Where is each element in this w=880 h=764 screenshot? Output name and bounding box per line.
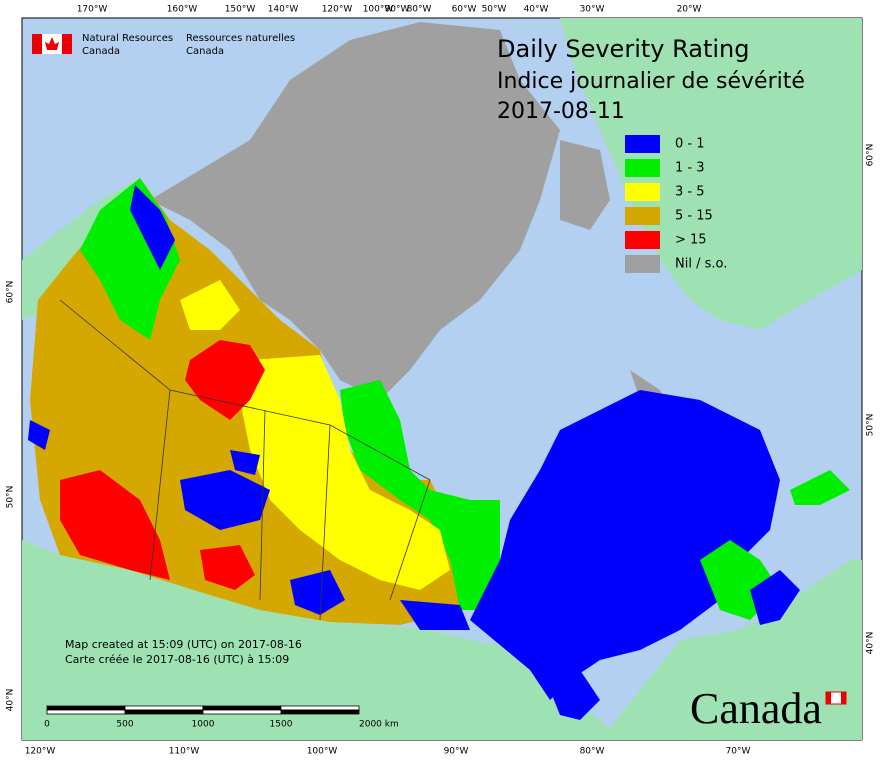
scale-bar-segment bbox=[202, 709, 282, 715]
legend-label: > 15 bbox=[675, 233, 707, 248]
flag-bar bbox=[826, 692, 831, 704]
longitude-label: 60°W bbox=[452, 5, 477, 15]
legend-swatch bbox=[625, 231, 660, 249]
flag-bar bbox=[841, 692, 846, 704]
scale-bar-label: 1000 bbox=[192, 720, 215, 730]
scale-bar-segment bbox=[46, 709, 126, 715]
org-name-fr: Ressources naturelles bbox=[186, 33, 295, 44]
longitude-label: 90°W bbox=[385, 5, 410, 15]
scale-bar-segment bbox=[202, 705, 282, 711]
severity-region bbox=[130, 185, 175, 270]
legend-label: 1 - 3 bbox=[675, 161, 705, 176]
severity-region bbox=[290, 570, 345, 615]
longitude-label: 170°W bbox=[77, 5, 108, 15]
longitude-label: 80°W bbox=[407, 5, 432, 15]
longitude-label: 30°W bbox=[580, 5, 605, 15]
latitude-label: 50°N bbox=[6, 486, 16, 509]
severity-region bbox=[185, 340, 265, 420]
severity-region bbox=[550, 670, 600, 720]
scale-bar-label: 0 bbox=[44, 720, 50, 730]
longitude-label: 20°W bbox=[677, 5, 702, 15]
legend-label: Nil / s.o. bbox=[675, 257, 727, 272]
org-name-en: Natural Resources bbox=[82, 33, 173, 44]
severity-region bbox=[180, 280, 240, 330]
org-name-en: Canada bbox=[82, 46, 120, 57]
map-subtitle: Indice journalier de sévérité bbox=[497, 69, 805, 94]
scale-bar-label: 1500 bbox=[270, 720, 293, 730]
united-states bbox=[22, 540, 620, 740]
longitude-label: 120°W bbox=[25, 747, 56, 757]
latitude-label: 40°N bbox=[866, 632, 876, 655]
greenland bbox=[560, 18, 862, 330]
scale-bar-segment bbox=[124, 709, 204, 715]
legend-swatch bbox=[625, 207, 660, 225]
severity-region bbox=[340, 380, 500, 610]
land-layer bbox=[22, 18, 862, 740]
severity-region bbox=[28, 420, 50, 450]
longitude-label: 70°W bbox=[726, 747, 751, 757]
severity-region bbox=[560, 140, 610, 230]
scale-bar-segment bbox=[280, 709, 360, 715]
longitude-label: 80°W bbox=[580, 747, 605, 757]
longitude-label: 110°W bbox=[169, 747, 200, 757]
atlantic-us bbox=[600, 560, 862, 740]
longitude-label: 90°W bbox=[444, 747, 469, 757]
severity-region bbox=[230, 450, 260, 475]
scale-bar-label: 500 bbox=[116, 720, 133, 730]
maple-leaf bbox=[45, 37, 59, 50]
latitude-label: 50°N bbox=[866, 414, 876, 437]
label-layer: Natural Resources Canada Ressources natu… bbox=[6, 5, 876, 757]
org-name-fr: Canada bbox=[186, 46, 224, 57]
severity-region bbox=[60, 470, 170, 580]
longitude-label: 100°W bbox=[363, 5, 394, 15]
map-date: 2017-08-11 bbox=[497, 99, 625, 124]
latitude-label: 40°N bbox=[6, 689, 16, 712]
flag-bar bbox=[62, 34, 72, 54]
latitude-label: 60°N bbox=[866, 144, 876, 167]
longitude-label: 120°W bbox=[322, 5, 353, 15]
flag-bar bbox=[32, 34, 42, 54]
latitude-label: 60°N bbox=[6, 281, 16, 304]
scale-bar-segment bbox=[46, 705, 126, 711]
longitude-label: 140°W bbox=[268, 5, 299, 15]
severity-region bbox=[790, 470, 850, 505]
severity-region bbox=[150, 22, 560, 400]
legend-label: 0 - 1 bbox=[675, 137, 705, 152]
scale-bar-label: 2000 km bbox=[359, 720, 399, 730]
severity-region bbox=[200, 545, 255, 590]
scale-bar-segment bbox=[124, 705, 204, 711]
legend-swatch bbox=[625, 135, 660, 153]
severity-region bbox=[180, 470, 270, 530]
province-border bbox=[59, 299, 431, 621]
longitude-label: 50°W bbox=[482, 5, 507, 15]
severity-region bbox=[400, 600, 470, 630]
longitude-label: 160°W bbox=[167, 5, 198, 15]
legend-label: 5 - 15 bbox=[675, 209, 713, 224]
note: Carte créée le 2017-08-16 (UTC) à 15:09 bbox=[65, 653, 289, 666]
legend-swatch bbox=[625, 159, 660, 177]
longitude-label: 150°W bbox=[225, 5, 256, 15]
severity-region bbox=[240, 355, 450, 590]
longitude-label: 40°W bbox=[524, 5, 549, 15]
canada-wordmark: Canada bbox=[690, 684, 822, 733]
legend-swatch bbox=[625, 183, 660, 201]
longitude-label: 100°W bbox=[307, 747, 338, 757]
note: Map created at 15:09 (UTC) on 2017-08-16 bbox=[65, 638, 302, 651]
severity-region bbox=[750, 570, 800, 625]
legend-swatch bbox=[625, 255, 660, 273]
severity-region bbox=[470, 390, 780, 700]
severity-layer bbox=[28, 22, 850, 720]
legend-label: 3 - 5 bbox=[675, 185, 705, 200]
map-title: Daily Severity Rating bbox=[497, 35, 749, 63]
scale-bar-segment bbox=[280, 705, 360, 711]
